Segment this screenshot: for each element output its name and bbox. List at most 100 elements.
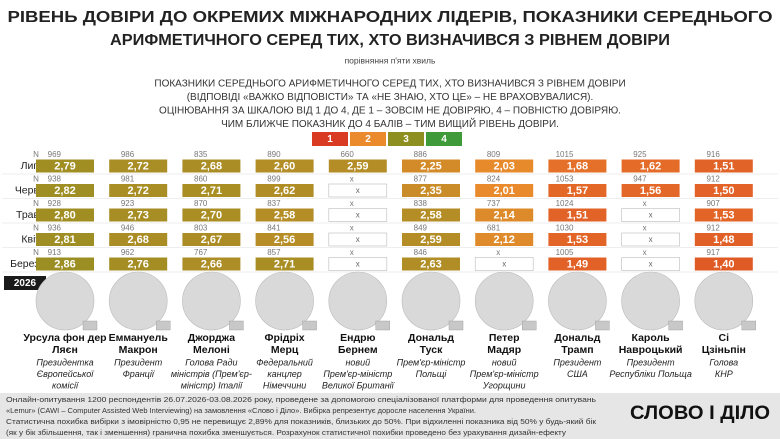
leader-name: Макрон [119, 344, 158, 356]
value: x [649, 235, 653, 244]
leader-name: Еммануель [109, 332, 169, 344]
n-value: 809 [487, 150, 501, 159]
note: ЧИМ БЛИЖЧЕ ПОКАЗНИК ДО 4 БАЛІВ – ТИМ ВИЩ… [221, 117, 559, 130]
n-value: 838 [414, 199, 428, 208]
flag [155, 320, 171, 331]
value-cell [36, 184, 94, 197]
n-value: 938 [48, 175, 62, 184]
n-label: N [33, 175, 39, 184]
value-cell [694, 257, 753, 271]
photo [548, 271, 607, 331]
value: 2,14 [493, 209, 515, 221]
photo [35, 271, 95, 331]
leader-name: Цзіньпін [702, 344, 746, 356]
value: 1,53 [567, 234, 588, 246]
scale-label: 3 [403, 134, 409, 145]
leader-name: Трамп [561, 344, 593, 356]
flag [741, 320, 756, 331]
leader-role: Прем'єр-міністр [397, 357, 466, 367]
value-cell [475, 233, 534, 246]
value-cell [694, 233, 753, 246]
value-cell [328, 183, 388, 198]
leader-role: канцлер [267, 369, 301, 379]
n-value: 803 [194, 224, 208, 233]
value-cell [548, 184, 607, 197]
n-value: 946 [121, 224, 135, 233]
value: 2,35 [420, 185, 441, 197]
value-cell [402, 208, 460, 222]
value-cell [182, 159, 241, 173]
n-value: 923 [121, 199, 135, 208]
n-value: x [643, 199, 647, 208]
value-cell [182, 208, 241, 222]
n-value: 837 [267, 199, 281, 208]
value-cell [402, 184, 460, 197]
leader-name: Ляєн [52, 344, 78, 356]
scale-label: 4 [441, 134, 447, 145]
n-value: x [350, 248, 354, 257]
value-cell [182, 184, 241, 197]
value-cell [548, 159, 607, 173]
leader-role: КНР [715, 369, 733, 379]
value: 1,56 [640, 185, 661, 197]
leader-name: Мерц [271, 344, 299, 356]
value: 2,76 [127, 258, 148, 270]
n-value: 890 [267, 150, 281, 159]
value: 1,49 [567, 258, 588, 270]
leader-role: Прем'єр-міністр [470, 369, 539, 379]
n-value: 849 [414, 224, 428, 233]
n-value: 928 [48, 199, 62, 208]
value-cell [328, 257, 388, 271]
photo [621, 271, 680, 331]
footer-text: Статистична похибка вибірки з імовірніст… [6, 417, 597, 426]
value-cell [694, 184, 753, 197]
value: 2,71 [274, 258, 295, 270]
value: 2,62 [274, 185, 295, 197]
n-value: 912 [706, 175, 720, 184]
value-cell [694, 208, 753, 222]
n-value: 1005 [556, 248, 574, 257]
value-cell [475, 184, 534, 197]
value: 1,51 [713, 160, 734, 172]
value: 1,62 [640, 160, 661, 172]
value-cell [402, 159, 460, 173]
value-cell [109, 208, 168, 222]
value-cell [474, 257, 534, 271]
value-cell [548, 208, 607, 222]
n-value: 681 [487, 224, 501, 233]
scale-box [388, 132, 424, 146]
n-value: 660 [340, 150, 354, 159]
value: 2,80 [54, 209, 75, 221]
n-value: 857 [267, 248, 281, 257]
year-bg [4, 276, 46, 290]
value-cell [621, 232, 680, 247]
leader-name: Урсула фон дер [23, 332, 106, 344]
n-value: 737 [487, 199, 501, 208]
n-value: 1015 [556, 150, 574, 159]
value-cell [36, 233, 94, 246]
value-cell [36, 208, 94, 222]
n-value: 1024 [556, 199, 574, 208]
value-cell [328, 159, 387, 173]
leader-role: Голова [709, 357, 738, 367]
value: 2,72 [127, 160, 148, 172]
n-label: N [33, 150, 39, 159]
n-value: 981 [121, 175, 135, 184]
photo [255, 271, 314, 331]
value-cell [109, 184, 168, 197]
n-value: 860 [194, 175, 208, 184]
note: (ВІДПОВІДІ «ВАЖКО ВІДПОВІСТИ» ТА «НЕ ЗНА… [187, 92, 594, 103]
flag [668, 320, 683, 331]
leader-role: Президентка [36, 357, 93, 367]
value: 2,12 [493, 234, 514, 246]
n-value: 841 [267, 224, 281, 233]
leader-name: Джорджа [188, 332, 235, 344]
value: 2,56 [274, 234, 295, 246]
row-label: Черв. [15, 184, 42, 196]
n-label: N [33, 224, 39, 233]
n-value: x [350, 175, 354, 184]
value-cell [109, 159, 168, 173]
value: 2,25 [420, 160, 441, 172]
photo [401, 271, 461, 331]
